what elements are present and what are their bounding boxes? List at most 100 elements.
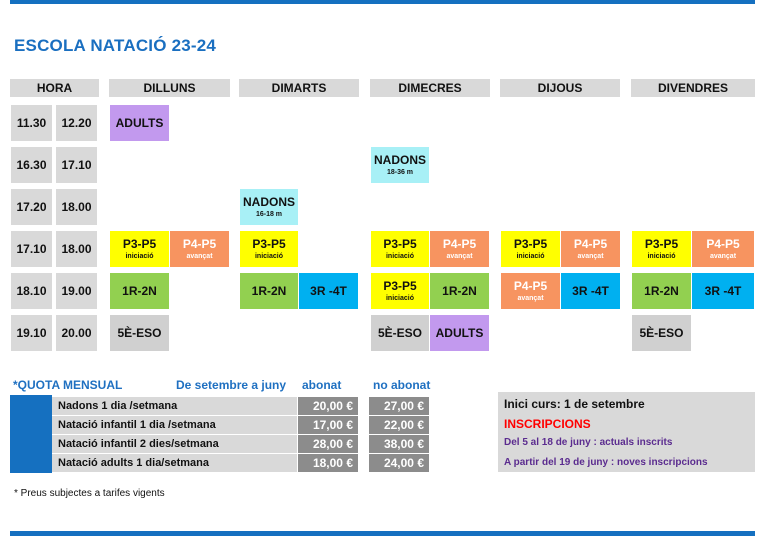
class-label: P3-P5 xyxy=(383,278,417,293)
class-sublabel: avançat xyxy=(577,252,604,260)
fee-abonat: 20,00 € xyxy=(298,397,358,415)
class-label: 3R -4T xyxy=(572,283,609,298)
time-end: 20.00 xyxy=(56,315,97,351)
class-cell: ADULTS xyxy=(110,105,169,141)
class-cell: P3-P5 iniciació xyxy=(110,231,169,267)
class-label: 5È-ESO xyxy=(117,325,162,340)
class-sublabel: iniciació xyxy=(516,252,545,260)
class-sublabel: iniciació xyxy=(125,252,154,260)
class-cell: 1R-2N xyxy=(632,273,691,309)
class-cell: P3-P5 iniciació xyxy=(371,231,429,267)
class-cell: P3-P5 iniciació xyxy=(632,231,691,267)
class-cell: 3R -4T xyxy=(561,273,620,309)
class-label: ADULTS xyxy=(115,115,164,130)
time-end: 18.00 xyxy=(56,231,97,267)
class-label: P3-P5 xyxy=(383,236,417,251)
time-start: 19.10 xyxy=(11,315,52,351)
class-label: 5È-ESO xyxy=(377,325,422,340)
header-dimecres: DIMECRES xyxy=(370,79,490,97)
class-label: 3R -4T xyxy=(704,283,742,298)
class-cell: P4-P5 avançat xyxy=(561,231,620,267)
fee-abonat: 18,00 € xyxy=(298,454,358,472)
class-label: P4-P5 xyxy=(706,236,740,251)
header-dilluns: DILLUNS xyxy=(109,79,230,97)
time-end: 19.00 xyxy=(56,273,97,309)
no-abonat-header: no abonat xyxy=(373,378,431,392)
top-border-bar xyxy=(10,0,755,4)
class-label: 1R-2N xyxy=(122,283,157,298)
fee-name: Natació infantil 2 dies/setmana xyxy=(52,435,297,453)
class-label: 1R-2N xyxy=(644,283,679,298)
bottom-border-bar xyxy=(10,531,755,536)
quota-label: *QUOTA MENSUAL xyxy=(13,378,123,392)
class-label: NADONS xyxy=(373,152,426,167)
fee-name: Nadons 1 dia /setmana xyxy=(52,397,297,415)
class-cell: P3-P5 iniciació xyxy=(371,273,429,309)
class-sublabel: avançat xyxy=(517,294,544,302)
time-start: 16.30 xyxy=(11,147,52,183)
time-end: 17.10 xyxy=(56,147,97,183)
fee-no-abonat: 22,00 € xyxy=(369,416,429,434)
footnote: * Preus subjectes a tarifes vigents xyxy=(14,488,165,499)
class-cell: P4-P5 avançat xyxy=(501,273,560,309)
header-dijous: DIJOUS xyxy=(500,79,620,97)
class-cell: P4-P5 avançat xyxy=(430,231,489,267)
class-cell: 1R-2N xyxy=(110,273,169,309)
class-cell: P3-P5 iniciació xyxy=(240,231,298,267)
inscripcions-title: INSCRIPCIONS xyxy=(504,417,591,431)
time-end: 18.00 xyxy=(56,189,97,225)
class-sublabel: iniciació xyxy=(647,252,676,260)
class-label: P3-P5 xyxy=(122,236,157,251)
fee-abonat: 28,00 € xyxy=(298,435,358,453)
inscripcions-line-current: Del 5 al 18 de juny : actuals inscrits xyxy=(504,437,673,448)
time-start: 17.20 xyxy=(11,189,52,225)
class-sublabel: iniciació xyxy=(385,252,414,260)
class-label: 1R-2N xyxy=(442,283,477,298)
time-end: 12.20 xyxy=(56,105,97,141)
info-box xyxy=(498,392,755,472)
class-label: P3-P5 xyxy=(252,236,286,251)
header-hora: HORA xyxy=(10,79,99,97)
fee-abonat: 17,00 € xyxy=(298,416,358,434)
class-label: P4-P5 xyxy=(442,236,477,251)
class-cell: 1R-2N xyxy=(430,273,489,309)
class-label: P3-P5 xyxy=(513,236,548,251)
class-label: 5È-ESO xyxy=(639,325,684,340)
time-start: 11.30 xyxy=(11,105,52,141)
fee-name: Natació adults 1 dia/setmana xyxy=(52,454,297,472)
class-cell: NADONS 18-36 m xyxy=(371,147,429,183)
page-title: ESCOLA NATACIÓ 23-24 xyxy=(14,36,217,55)
class-label: P4-P5 xyxy=(513,278,548,293)
fee-no-abonat: 24,00 € xyxy=(369,454,429,472)
class-label: 3R -4T xyxy=(310,283,347,298)
class-cell: 5È-ESO xyxy=(371,315,429,351)
header-dimarts: DIMARTS xyxy=(239,79,359,97)
class-label: P4-P5 xyxy=(182,236,217,251)
fee-no-abonat: 27,00 € xyxy=(369,397,429,415)
class-cell: P4-P5 avançat xyxy=(692,231,754,267)
class-label: NADONS xyxy=(242,194,295,209)
class-cell: ADULTS xyxy=(430,315,489,351)
fee-color-block xyxy=(10,395,52,473)
class-cell: 1R-2N xyxy=(240,273,298,309)
class-sublabel: 18-36 m xyxy=(386,168,414,176)
class-cell: NADONS 16-18 m xyxy=(240,189,298,225)
fee-name: Natació infantil 1 dia /setmana xyxy=(52,416,297,434)
class-sublabel: avançat xyxy=(709,252,737,260)
time-start: 18.10 xyxy=(11,273,52,309)
class-cell: 5È-ESO xyxy=(632,315,691,351)
class-label: ADULTS xyxy=(435,325,484,340)
class-sublabel: 16-18 m xyxy=(255,210,283,218)
course-start: Inici curs: 1 de setembre xyxy=(504,397,645,411)
class-label: P3-P5 xyxy=(644,236,679,251)
class-cell: 5È-ESO xyxy=(110,315,169,351)
inscripcions-line-new: A partir del 19 de juny : noves inscripc… xyxy=(504,457,708,468)
class-cell: 3R -4T xyxy=(692,273,754,309)
abonat-header: abonat xyxy=(302,378,342,392)
class-cell: P4-P5 avançat xyxy=(170,231,229,267)
class-cell: P3-P5 iniciació xyxy=(501,231,560,267)
class-sublabel: iniciació xyxy=(254,252,283,260)
class-sublabel: avançat xyxy=(446,252,473,260)
class-cell: 3R -4T xyxy=(299,273,358,309)
class-label: P4-P5 xyxy=(573,236,608,251)
